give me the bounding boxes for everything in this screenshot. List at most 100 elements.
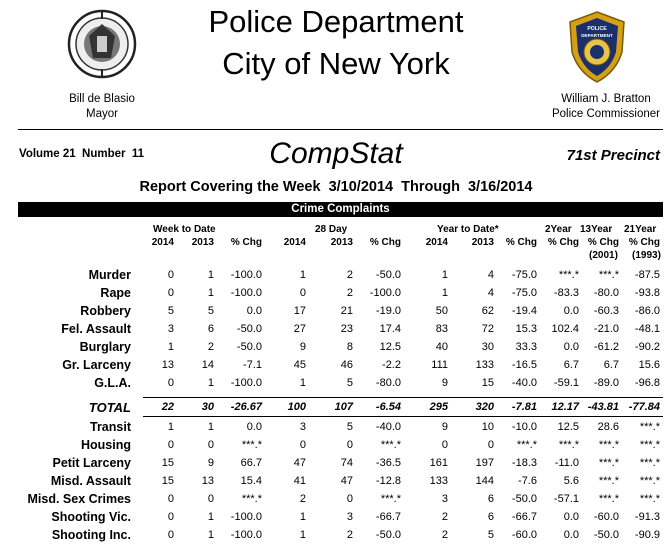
table-cell: 0.0 [563, 341, 579, 353]
table-cell: 1 [207, 287, 214, 299]
table-cell: -80.0 [375, 377, 401, 389]
table-cell: 0 [167, 493, 174, 505]
column-header: 2014 [151, 237, 174, 248]
group-header-2year: 2Year [545, 224, 572, 235]
table-cell: -11.0 [554, 457, 579, 469]
table-cell: -100.0 [230, 269, 262, 281]
mayor-block: Bill de Blasio Mayor [22, 92, 182, 122]
svg-text:DEPARTMENT: DEPARTMENT [581, 33, 613, 38]
table-row: Murder 0 1 -100.0 1 2 -50.0 1 4 -75.0 ***.* ***.* -8… [0, 266, 672, 284]
table-cell: 45 [293, 359, 306, 371]
table-cell: -86.0 [634, 305, 660, 317]
column-header: % Chg [505, 237, 537, 248]
table-cell: 13 [161, 359, 174, 371]
table-cell: -100.0 [230, 511, 262, 523]
table-cell: -19.4 [511, 305, 537, 317]
column-header: % Chg [547, 237, 579, 248]
table-cell: ***.* [639, 475, 660, 487]
table-cell: -43.81 [587, 401, 619, 413]
table-cell: -50.0 [375, 529, 401, 541]
table-cell: ***.* [639, 457, 660, 469]
table-row: Housing 0 0 ***.* 0 0 ***.* 0 0 ***.* ***.* ***.* **… [0, 436, 672, 454]
table-cell: 0 [207, 493, 214, 505]
row-label: Shooting Vic. [51, 510, 131, 524]
table-cell: 5 [346, 377, 353, 389]
column-header: % Chg [587, 237, 619, 248]
total-divider-bottom [143, 416, 663, 417]
table-cell: -50.0 [236, 341, 262, 353]
table-cell: 22 [161, 401, 174, 413]
table-cell: 1 [441, 287, 448, 299]
table-cell: -6.54 [375, 401, 401, 413]
table-cell: 9 [441, 421, 448, 433]
table-row: Gr. Larceny 13 14 -7.1 45 46 -2.2 111 133 -16.5 6.… [0, 356, 672, 374]
table-cell: 1 [299, 511, 306, 523]
table-cell: -89.0 [593, 377, 619, 389]
table-row: Robbery 5 5 0.0 17 21 -19.0 50 62 -19.4 0.0 -60.3 -8… [0, 302, 672, 320]
table-cell: 0 [167, 287, 174, 299]
table-cell: 2 [441, 511, 448, 523]
nypd-badge-icon: POLICE DEPARTMENT [566, 10, 628, 84]
table-cell: -10.0 [511, 421, 537, 433]
table-cell: ***.* [639, 421, 660, 433]
table-cell: ***.* [516, 439, 537, 451]
table-cell: 6 [487, 493, 494, 505]
table-row: Misd. Assault 15 13 15.4 41 47 -12.8 133 144 -7.6… [0, 472, 672, 490]
table-cell: -100.0 [230, 377, 262, 389]
table-cell: 6.7 [563, 359, 579, 371]
table-cell: ***.* [598, 439, 619, 451]
table-row: Fel. Assault 3 6 -50.0 27 23 17.4 83 72 15.3 102.4… [0, 320, 672, 338]
column-header: 2013 [191, 237, 214, 248]
group-header-ytd: Year to Date* [437, 224, 499, 235]
table-cell: 1 [441, 269, 448, 281]
volume-number: Volume 21 Number 11 [19, 148, 145, 160]
table-cell: -96.8 [634, 377, 660, 389]
table-cell: 21 [340, 305, 353, 317]
table-cell: 30 [481, 341, 494, 353]
table-cell: 1 [167, 421, 174, 433]
row-label: Burglary [79, 340, 131, 354]
table-cell: ***.* [639, 493, 660, 505]
table-cell: 14 [201, 359, 214, 371]
table-cell: 4 [487, 287, 494, 299]
nyc-seal-icon [67, 6, 137, 82]
table-cell: -2.2 [382, 359, 401, 371]
table-cell: -77.84 [628, 401, 660, 413]
group-header-21year: 21Year [624, 224, 657, 235]
group-header-28day: 28 Day [315, 224, 348, 235]
table-cell: 9 [441, 377, 448, 389]
column-header: 2014 [425, 237, 448, 248]
table-cell: 295 [429, 401, 448, 413]
section-title-band: Crime Complaints [18, 202, 663, 217]
table-cell: 30 [201, 401, 214, 413]
table-cell: -90.9 [634, 529, 660, 541]
table-cell: ***.* [558, 439, 579, 451]
table-cell: 2 [346, 529, 353, 541]
table-cell: -93.8 [634, 287, 660, 299]
table-cell: -57.1 [553, 493, 579, 505]
table-cell: -19.0 [375, 305, 401, 317]
table-cell: 144 [475, 475, 494, 487]
table-cell: -66.7 [375, 511, 401, 523]
table-row: Shooting Inc. 0 1 -100.0 1 2 -50.0 2 5 -60.0 0.0 -5… [0, 526, 672, 544]
table-cell: ***.* [598, 493, 619, 505]
table-cell: -100.0 [230, 529, 262, 541]
table-cell: -48.1 [634, 323, 660, 335]
column-header: % Chg [230, 237, 262, 248]
column-header: % Chg [628, 237, 660, 248]
table-cell: 15.3 [515, 323, 537, 335]
table-cell: 107 [334, 401, 353, 413]
table-cell: 41 [293, 475, 306, 487]
table-cell: 9 [299, 341, 306, 353]
table-cell: 1 [207, 421, 214, 433]
table-cell: 2 [207, 341, 214, 353]
table-cell: 62 [481, 305, 494, 317]
table-cell: 2 [346, 287, 353, 299]
table-cell: -40.0 [511, 377, 537, 389]
table-cell: 161 [429, 457, 448, 469]
table-cell: 0 [167, 439, 174, 451]
subheader-13year: (2001) [589, 250, 618, 261]
svg-text:POLICE: POLICE [587, 26, 607, 32]
table-cell: 133 [429, 475, 448, 487]
table-cell: 47 [340, 475, 353, 487]
